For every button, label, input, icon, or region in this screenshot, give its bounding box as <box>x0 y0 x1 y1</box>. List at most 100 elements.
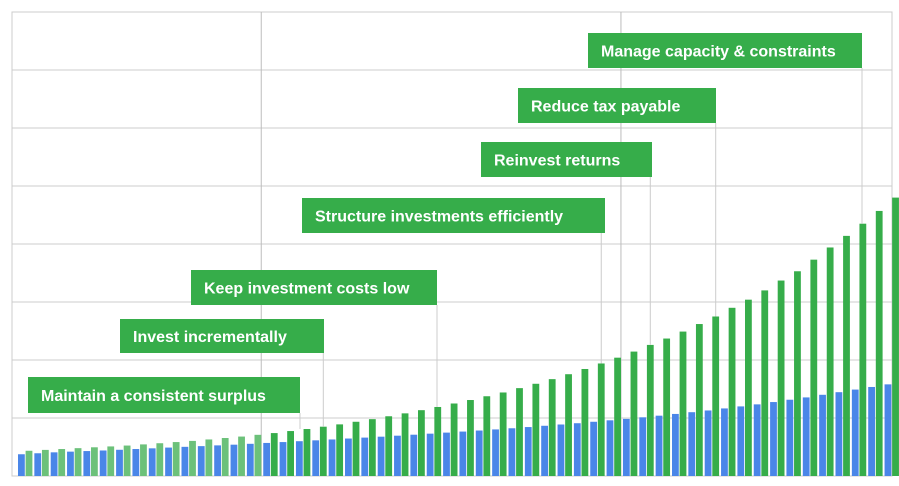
bar-green <box>123 445 131 476</box>
bar-green <box>695 324 703 476</box>
bar-green <box>548 379 556 476</box>
bar-blue <box>116 449 123 476</box>
bar-blue <box>99 450 107 476</box>
bar-blue <box>426 433 434 476</box>
bar-blue <box>819 394 826 476</box>
bar-green <box>434 406 442 476</box>
bar-green <box>205 439 213 476</box>
bar-green <box>565 374 572 476</box>
annotation-box <box>120 319 324 353</box>
bar-blue <box>639 417 647 476</box>
bar-green <box>745 299 752 476</box>
bar-blue <box>475 430 483 476</box>
bar-blue <box>295 441 303 476</box>
annotation-label: Reduce tax payable <box>531 99 681 116</box>
bar-green <box>91 447 98 476</box>
bar-blue <box>704 410 712 476</box>
bar-blue <box>361 437 369 476</box>
annotation-box <box>481 142 652 177</box>
bar-green <box>189 440 196 476</box>
bar-green <box>516 388 523 476</box>
bar-blue <box>492 429 499 476</box>
bar-green <box>761 290 769 476</box>
bar-green <box>221 438 229 476</box>
bar-blue <box>377 436 385 476</box>
bar-blue <box>786 399 794 476</box>
bar-green <box>892 197 899 476</box>
bar-green <box>581 368 589 476</box>
bar-blue <box>345 438 352 476</box>
bar-blue <box>459 431 467 476</box>
bar-green <box>794 271 801 476</box>
bar-blue <box>655 415 663 476</box>
annotation-label: Structure investments efficiently <box>315 209 563 226</box>
bar-blue <box>132 449 140 476</box>
bar-green <box>156 443 164 476</box>
bar-green <box>875 210 883 476</box>
bar-blue <box>688 412 696 476</box>
bar-green <box>532 383 540 476</box>
bar-blue <box>884 384 892 476</box>
bar-blue <box>197 446 205 476</box>
bar-green <box>630 351 638 476</box>
bar-blue <box>672 413 679 476</box>
bar-blue <box>524 427 532 476</box>
annotation-box <box>191 270 437 305</box>
bar-green <box>303 429 311 476</box>
bar-green <box>270 433 278 476</box>
bar-blue <box>753 404 761 476</box>
bar-blue <box>181 446 189 476</box>
bar-green <box>254 434 262 476</box>
annotation-box <box>302 198 605 233</box>
bar-green <box>368 419 376 476</box>
bar-green <box>663 338 671 476</box>
bar-green <box>826 247 834 476</box>
bar-green <box>74 448 82 476</box>
bar-green <box>385 416 393 476</box>
bar-green <box>777 280 785 476</box>
bar-green <box>646 344 654 476</box>
bar-blue <box>83 451 91 476</box>
bar-blue <box>541 425 548 476</box>
bar-green <box>614 357 621 476</box>
bar-green <box>597 363 605 476</box>
bar-green <box>843 235 850 476</box>
bar-blue <box>737 406 745 476</box>
bar-blue <box>50 452 58 476</box>
bar-blue <box>67 451 74 476</box>
bar-blue <box>508 428 516 476</box>
bar-blue <box>851 389 859 476</box>
bar-blue <box>721 408 728 476</box>
bar-green <box>679 331 687 476</box>
bar-green <box>319 426 327 476</box>
bar-green <box>58 449 66 476</box>
bar-blue <box>165 447 172 476</box>
bar-blue <box>246 443 254 476</box>
bar-blue <box>622 418 630 476</box>
bar-blue <box>443 432 450 476</box>
bar-blue <box>263 442 271 476</box>
bar-blue <box>573 423 581 476</box>
bar-blue <box>410 434 418 476</box>
bar-green <box>728 307 736 476</box>
bar-green <box>352 421 360 476</box>
annotation-box <box>588 33 862 68</box>
bar-blue <box>148 448 156 476</box>
bar-green <box>810 259 818 476</box>
bar-green <box>499 392 507 476</box>
bar-green <box>450 403 458 476</box>
bar-blue <box>606 420 614 476</box>
bar-green <box>140 444 147 476</box>
bar-green <box>401 413 409 476</box>
bar-green <box>418 410 425 476</box>
bar-blue <box>312 440 320 476</box>
annotation-layer: Maintain a consistent surplus Invest incr… <box>28 33 863 430</box>
bar-green <box>859 223 867 476</box>
bar-blue <box>770 402 777 476</box>
annotation-label: Reinvest returns <box>494 153 620 170</box>
bar-blue <box>328 439 336 476</box>
bar-blue <box>279 442 287 476</box>
bar-blue <box>802 397 810 476</box>
